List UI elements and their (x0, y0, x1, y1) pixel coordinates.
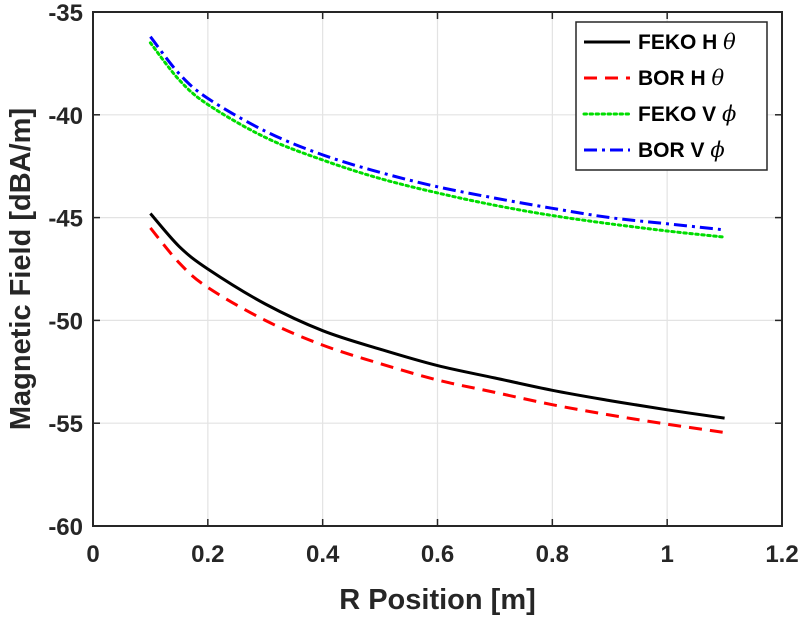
x-tick-label: 0 (86, 541, 99, 568)
y-tick-labels: -60 -55 -50 -45 -40 -35 (48, 0, 83, 541)
x-tick-label: 0.6 (421, 541, 454, 568)
x-tick-label: 0.2 (191, 541, 224, 568)
y-axis-label: Magnetic Field [dBA/m] (5, 108, 37, 430)
legend-label-3: BOR V ϕ (638, 138, 725, 162)
x-tick-label: 0.8 (536, 541, 569, 568)
legend-items: FEKO H θ BOR H θ FEKO V ϕ BOR V ϕ (582, 30, 736, 162)
x-tick-label: 1.2 (765, 541, 798, 568)
x-axis-label: R Position [m] (339, 584, 536, 616)
y-tick-label: -45 (48, 206, 83, 233)
x-tick-label: 1 (660, 541, 673, 568)
y-tick-label: -40 (48, 103, 83, 130)
y-tick-label: -55 (48, 411, 83, 438)
y-tick-label: -50 (48, 308, 83, 335)
legend-box (575, 21, 768, 171)
series-line-3 (149, 35, 725, 232)
series-line-2 (148, 41, 727, 239)
legend-label-1: BOR H θ (638, 66, 725, 90)
legend-symbol-1: θ (712, 66, 725, 90)
legend-label-0: FEKO H θ (638, 30, 736, 54)
x-tick-label: 0.4 (306, 541, 340, 568)
x-tick-labels: 0 0.2 0.4 0.6 0.8 1 1.2 (86, 541, 798, 568)
series-line-1 (149, 226, 725, 434)
series-line-0 (149, 212, 725, 420)
legend: FEKO H θ BOR H θ FEKO V ϕ BOR V ϕ (575, 21, 768, 171)
legend-symbol-0: θ (723, 30, 736, 54)
y-tick-label: -60 (48, 514, 83, 541)
legend-label-2: FEKO V ϕ (638, 102, 736, 126)
legend-symbol-3: ϕ (710, 138, 724, 162)
y-tick-label: -35 (48, 0, 83, 27)
series-lines (148, 35, 727, 434)
tick-marks (92, 11, 783, 527)
legend-symbol-2: ϕ (722, 102, 736, 126)
